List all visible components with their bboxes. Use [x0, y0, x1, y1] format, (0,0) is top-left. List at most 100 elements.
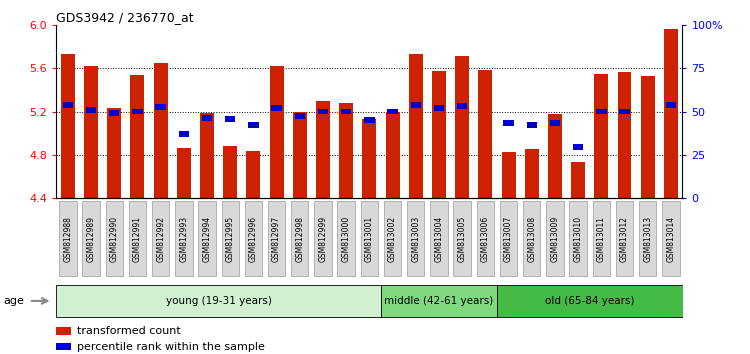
- Bar: [362, 119, 376, 198]
- Text: GSM812999: GSM812999: [319, 216, 328, 262]
- Text: GSM812997: GSM812997: [272, 216, 281, 262]
- FancyBboxPatch shape: [662, 201, 680, 276]
- FancyBboxPatch shape: [477, 201, 494, 276]
- Bar: [387, 109, 398, 114]
- Text: GSM813005: GSM813005: [458, 216, 466, 262]
- Bar: [248, 121, 259, 127]
- Text: GSM813013: GSM813013: [644, 216, 652, 262]
- Bar: [410, 102, 421, 108]
- FancyBboxPatch shape: [361, 201, 378, 276]
- Bar: [272, 105, 282, 111]
- FancyBboxPatch shape: [314, 201, 332, 276]
- Bar: [316, 101, 330, 198]
- FancyBboxPatch shape: [244, 201, 262, 276]
- Bar: [341, 109, 352, 114]
- Bar: [178, 131, 189, 137]
- Bar: [503, 120, 514, 126]
- Text: GSM813012: GSM813012: [620, 216, 629, 262]
- Bar: [548, 114, 562, 198]
- Text: GSM813000: GSM813000: [342, 216, 351, 262]
- FancyBboxPatch shape: [338, 201, 355, 276]
- Text: GSM813001: GSM813001: [364, 216, 374, 262]
- Bar: [56, 327, 71, 335]
- Text: young (19-31 years): young (19-31 years): [166, 296, 272, 306]
- Text: old (65-84 years): old (65-84 years): [545, 296, 634, 306]
- Bar: [640, 76, 655, 198]
- Text: GSM813003: GSM813003: [411, 216, 420, 262]
- Bar: [86, 108, 96, 113]
- Bar: [572, 162, 585, 198]
- Text: GSM813011: GSM813011: [597, 216, 606, 262]
- Bar: [109, 110, 119, 115]
- Text: GSM813007: GSM813007: [504, 216, 513, 262]
- Bar: [386, 112, 400, 198]
- Bar: [318, 109, 328, 114]
- Bar: [56, 343, 71, 350]
- Bar: [63, 102, 73, 108]
- Bar: [132, 109, 142, 114]
- FancyBboxPatch shape: [616, 201, 633, 276]
- FancyBboxPatch shape: [592, 201, 610, 276]
- FancyBboxPatch shape: [198, 201, 216, 276]
- Bar: [202, 115, 212, 121]
- Bar: [130, 75, 145, 198]
- FancyBboxPatch shape: [407, 201, 424, 276]
- Bar: [664, 29, 678, 198]
- FancyBboxPatch shape: [523, 201, 541, 276]
- Bar: [550, 120, 560, 126]
- Text: GSM812996: GSM812996: [249, 216, 258, 262]
- Bar: [502, 152, 515, 198]
- Bar: [177, 148, 190, 198]
- FancyBboxPatch shape: [497, 285, 682, 317]
- Bar: [617, 73, 632, 198]
- Text: GSM813002: GSM813002: [388, 216, 397, 262]
- Bar: [409, 54, 423, 198]
- Bar: [526, 121, 537, 127]
- Bar: [525, 149, 538, 198]
- Bar: [596, 109, 607, 114]
- Text: GSM813009: GSM813009: [550, 216, 560, 262]
- Text: GSM813014: GSM813014: [667, 216, 676, 262]
- Text: GSM813010: GSM813010: [574, 216, 583, 262]
- FancyBboxPatch shape: [268, 201, 285, 276]
- Bar: [455, 56, 469, 198]
- Bar: [84, 66, 98, 198]
- Bar: [61, 54, 75, 198]
- Text: percentile rank within the sample: percentile rank within the sample: [76, 342, 265, 352]
- Text: GSM812998: GSM812998: [296, 216, 304, 262]
- Bar: [573, 144, 584, 150]
- Bar: [457, 103, 467, 109]
- Text: GSM812988: GSM812988: [63, 216, 72, 262]
- Bar: [155, 104, 166, 110]
- Bar: [292, 112, 307, 198]
- Bar: [295, 113, 305, 119]
- FancyBboxPatch shape: [454, 201, 471, 276]
- Bar: [200, 113, 214, 198]
- Text: transformed count: transformed count: [76, 326, 181, 336]
- FancyBboxPatch shape: [639, 201, 656, 276]
- Bar: [620, 109, 630, 114]
- Text: GSM812989: GSM812989: [86, 216, 95, 262]
- Bar: [339, 103, 353, 198]
- FancyBboxPatch shape: [291, 201, 308, 276]
- Text: GSM813006: GSM813006: [481, 216, 490, 262]
- Bar: [666, 102, 676, 108]
- Bar: [594, 74, 608, 198]
- FancyBboxPatch shape: [82, 201, 100, 276]
- FancyBboxPatch shape: [56, 285, 381, 317]
- Bar: [107, 108, 122, 198]
- Text: GSM812994: GSM812994: [202, 216, 211, 262]
- FancyBboxPatch shape: [129, 201, 146, 276]
- Bar: [432, 72, 446, 198]
- FancyBboxPatch shape: [59, 201, 76, 276]
- Text: GSM812993: GSM812993: [179, 216, 188, 262]
- FancyBboxPatch shape: [381, 285, 497, 317]
- Bar: [478, 70, 492, 198]
- Bar: [224, 146, 237, 198]
- FancyBboxPatch shape: [152, 201, 170, 276]
- Bar: [225, 116, 236, 122]
- Text: age: age: [4, 296, 25, 306]
- FancyBboxPatch shape: [500, 201, 517, 276]
- FancyBboxPatch shape: [569, 201, 586, 276]
- Text: GSM813004: GSM813004: [434, 216, 443, 262]
